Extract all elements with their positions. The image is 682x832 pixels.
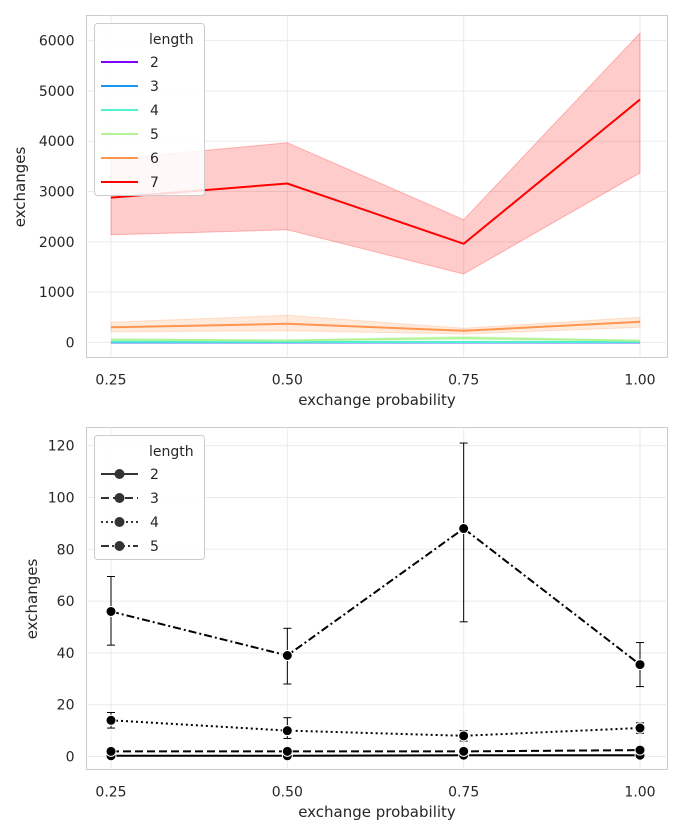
legend-box-bottom [94, 435, 205, 560]
markers-bottom [105, 523, 646, 762]
legend-label-length-7: 7 [150, 175, 159, 191]
y-tick-label: 0 [66, 750, 75, 766]
y-axis-label-top: exchanges [11, 147, 29, 228]
y-tick-label: 1000 [39, 285, 75, 301]
data-point-length-3 [458, 745, 470, 757]
data-point-length-5 [105, 605, 117, 617]
series-line-length-5 [110, 336, 641, 342]
data-point-length-4 [105, 714, 117, 726]
data-point-length-5 [281, 650, 293, 661]
x-tick-label: 0.25 [95, 373, 126, 389]
chart-bottom: 0 20 40 60 80 100 120 0.25 0.50 0.75 1.00 exchang… [23, 427, 668, 821]
data-point-length-3 [105, 745, 117, 757]
y-tick-label: 100 [48, 490, 75, 506]
legend-label-length-4: 4 [150, 515, 159, 531]
legend-label-length-2: 2 [150, 467, 159, 483]
legend-label-length-6: 6 [150, 151, 159, 167]
series-lines-top [110, 98, 641, 344]
series-line-length-2 [111, 754, 640, 757]
x-tick-label: 1.00 [624, 373, 655, 389]
legend-marker-length-2 [114, 469, 125, 479]
y-tick-label: 40 [57, 646, 75, 662]
y-tick-label: 0 [66, 335, 75, 351]
y-tick-label: 20 [57, 698, 75, 714]
x-tick-label: 0.25 [95, 785, 126, 801]
y-tick-label: 3000 [39, 185, 75, 201]
legend-box-top [94, 23, 205, 196]
legend-bottom: length 2 3 4 5 [94, 435, 205, 560]
series-line-length-6 [110, 320, 641, 332]
ci-band-length-7 [110, 31, 641, 275]
x-tick-label: 0.75 [448, 373, 479, 389]
data-point-length-4 [634, 722, 646, 734]
x-tick-label: 0.50 [272, 785, 303, 801]
legend-label-length-5: 5 [150, 539, 159, 555]
y-tick-label: 60 [57, 594, 75, 610]
series-lines-bottom [110, 527, 641, 757]
x-tick-label: 0.75 [448, 785, 479, 801]
x-tick-label: 0.50 [272, 373, 303, 389]
y-tick-label: 6000 [39, 34, 75, 50]
series-line-length-5 [110, 527, 641, 666]
x-tick-labels-bottom: 0.25 0.50 0.75 1.00 [95, 785, 655, 801]
series-line-length-4 [110, 719, 641, 737]
series-line-length-3 [111, 749, 641, 753]
legend-label-length-4: 4 [150, 103, 159, 119]
data-point-length-5 [634, 659, 646, 671]
legend-label-length-3: 3 [150, 79, 159, 95]
legend-label-length-3: 3 [150, 491, 159, 507]
data-point-length-3 [281, 745, 293, 757]
y-tick-labels-top: 0 1000 2000 3000 4000 5000 6000 [39, 34, 75, 352]
legend-title-top: length [149, 32, 194, 48]
y-tick-labels-bottom: 0 20 40 60 80 100 120 [48, 439, 75, 766]
x-tick-labels-top: 0.25 0.50 0.75 1.00 [95, 373, 655, 389]
x-axis-label-bottom: exchange probability [298, 803, 456, 821]
legend-marker-length-4 [114, 517, 125, 527]
y-tick-label: 5000 [39, 84, 75, 100]
legend-label-length-2: 2 [150, 55, 159, 71]
x-tick-label: 1.00 [624, 785, 655, 801]
legend-marker-length-5 [114, 541, 125, 551]
x-axis-label-top: exchange probability [298, 391, 456, 409]
legend-title-bottom: length [149, 444, 194, 460]
legend-marker-length-3 [114, 493, 125, 503]
data-point-length-4 [458, 730, 470, 742]
data-point-length-4 [281, 725, 293, 737]
legend-top: length 2 3 4 5 6 7 [94, 23, 205, 196]
data-point-length-3 [634, 744, 646, 756]
y-tick-label: 80 [57, 542, 75, 558]
y-tick-label: 2000 [39, 235, 75, 251]
y-tick-label: 4000 [39, 134, 75, 150]
chart-top: 0 1000 2000 3000 4000 5000 6000 0.25 0.50 0.75 1.… [11, 15, 668, 409]
data-point-length-5 [458, 523, 470, 535]
legend-label-length-5: 5 [150, 127, 159, 143]
y-tick-label: 120 [48, 439, 75, 455]
y-axis-label-bottom: exchanges [23, 559, 41, 640]
